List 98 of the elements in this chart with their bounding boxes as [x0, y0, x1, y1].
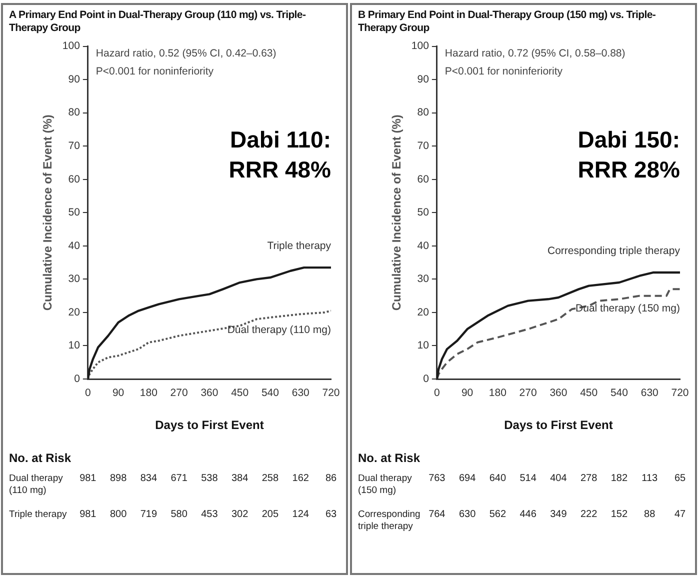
- x-tick-label: 90: [461, 387, 474, 400]
- text: 764: [428, 509, 446, 520]
- x-tick-label: 90: [112, 387, 124, 400]
- y-tick-label: 10: [417, 340, 430, 352]
- x-tick-label: 720: [671, 387, 689, 400]
- text: Corresponding triple therapy: [358, 509, 422, 533]
- x-tick-label: 360: [550, 387, 568, 400]
- y-tick-label: 70: [68, 140, 80, 152]
- text: 630: [458, 509, 476, 520]
- text: 763: [428, 473, 446, 484]
- y-tick-label: 50: [68, 206, 80, 219]
- y-tick-label: 0: [423, 372, 430, 385]
- x-axis-title: Days to First Event: [155, 418, 264, 432]
- x-axis-title: Days to First Event: [504, 418, 613, 432]
- text: 384: [232, 473, 248, 484]
- y-axis-title: Cumulative Incidence of Event (%): [390, 114, 404, 311]
- x-tick-label: 540: [261, 387, 280, 400]
- x-tick-label: 270: [170, 387, 188, 400]
- y-tick-label: 50: [417, 206, 430, 219]
- y-tick-label: 0: [74, 372, 80, 385]
- text: 63: [325, 509, 337, 520]
- text: 453: [201, 509, 218, 520]
- text: 404: [550, 473, 567, 484]
- text: 152: [610, 509, 628, 520]
- text: 65: [674, 473, 686, 484]
- annotation: Hazard ratio, 0.52 (95% CI, 0.42–0.63): [96, 47, 276, 60]
- y-tick-label: 80: [417, 106, 430, 119]
- x-tick-label: 270: [519, 387, 537, 400]
- text: 88: [644, 509, 656, 520]
- text: No. at Risk: [358, 451, 420, 465]
- x-tick-label: 450: [231, 387, 249, 400]
- series-label: Dual therapy (150 mg): [576, 302, 680, 314]
- text: Triple therapy: [9, 509, 68, 521]
- text: 258: [262, 473, 279, 484]
- text: 538: [201, 473, 218, 484]
- x-tick-label: 180: [140, 387, 158, 400]
- x-tick-label: 360: [200, 387, 218, 400]
- y-tick-label: 30: [417, 273, 430, 286]
- text: 182: [610, 473, 628, 484]
- text: 580: [170, 509, 188, 520]
- text: 562: [489, 509, 506, 520]
- text: 162: [292, 473, 309, 484]
- annotation: Hazard ratio, 0.72 (95% CI, 0.58–0.88): [444, 47, 626, 60]
- text: 47: [674, 509, 686, 520]
- text: 446: [520, 509, 536, 520]
- text: 981: [80, 473, 96, 484]
- text: 694: [458, 473, 476, 484]
- text: 278: [580, 473, 598, 484]
- annotation: Dabi 150: RRR 28%: [578, 126, 680, 182]
- text: 349: [550, 509, 567, 520]
- y-tick-label: 60: [68, 173, 80, 186]
- text: 834: [140, 473, 158, 484]
- text: 514: [520, 473, 536, 484]
- chart-title: A Primary End Point in Dual-Therapy Group (110 mg) vs. Triple-Therapy Group: [9, 9, 307, 35]
- chart-title: B Primary End Point in Dual-Therapy Group (150 mg) vs. Triple-Therapy Group: [358, 9, 657, 35]
- x-tick-label: 0: [84, 387, 91, 400]
- text: 981: [80, 509, 96, 520]
- text: 898: [110, 473, 127, 484]
- y-tick-label: 20: [417, 306, 430, 318]
- y-tick-label: 20: [68, 306, 80, 318]
- y-tick-label: 40: [68, 240, 80, 252]
- annotation: Dabi 110: RRR 48%: [228, 126, 331, 182]
- x-tick-label: 540: [610, 387, 628, 400]
- x-tick-label: 180: [488, 387, 507, 400]
- text: Dual therapy (150 mg): [358, 473, 413, 497]
- x-tick-label: 630: [640, 387, 659, 400]
- y-tick-label: 70: [417, 140, 430, 152]
- y-tick-label: 60: [417, 173, 430, 186]
- text: 222: [580, 509, 598, 520]
- x-tick-label: 630: [292, 387, 310, 400]
- text: 302: [232, 509, 248, 520]
- series-label: Dual therapy (110 mg): [227, 324, 331, 336]
- y-tick-label: 40: [417, 240, 430, 252]
- y-axis-title: Cumulative Incidence of Event (%): [40, 114, 55, 311]
- text: 113: [642, 473, 658, 484]
- y-tick-label: 100: [411, 40, 430, 52]
- y-tick-label: 80: [68, 106, 80, 119]
- y-tick-label: 90: [417, 73, 430, 86]
- text: 86: [325, 473, 337, 484]
- y-tick-label: 10: [68, 340, 80, 352]
- y-tick-label: 90: [68, 73, 80, 86]
- text: No. at Risk: [9, 451, 72, 465]
- text: 205: [262, 509, 279, 520]
- text: Dual therapy (110 mg): [9, 473, 64, 497]
- series-label: Corresponding triple therapy: [548, 245, 681, 258]
- annotation: P<0.001 for noninferiority: [96, 65, 214, 78]
- y-tick-label: 30: [68, 273, 80, 286]
- text: 640: [489, 473, 506, 484]
- x-tick-label: 720: [322, 387, 340, 400]
- x-tick-label: 450: [580, 387, 598, 400]
- x-tick-label: 0: [434, 387, 440, 400]
- text: 719: [140, 509, 158, 520]
- text: 671: [170, 473, 188, 484]
- series-label: Triple therapy: [267, 240, 332, 252]
- y-tick-label: 100: [62, 40, 80, 52]
- annotation: P<0.001 for noninferiority: [444, 65, 564, 78]
- text: 800: [110, 509, 127, 520]
- text: 124: [292, 509, 309, 520]
